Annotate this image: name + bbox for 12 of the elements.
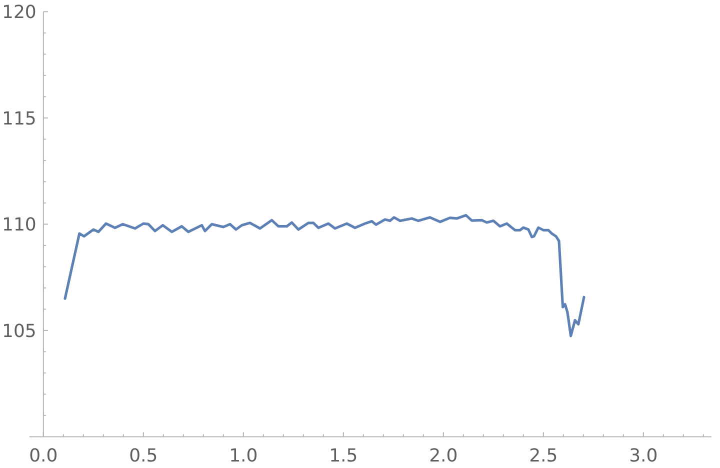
x-tick-label: 1.5	[329, 446, 358, 467]
y-tick-label: 120	[2, 2, 36, 24]
y-tick-label: 115	[2, 108, 36, 130]
x-tick-label: 2.5	[529, 446, 558, 467]
x-tick-label: 1.0	[229, 446, 258, 467]
x-tick-label: 0.0	[29, 446, 58, 467]
x-tick-label: 3.0	[629, 446, 658, 467]
y-tick-label: 105	[2, 320, 36, 342]
line-series	[64, 214, 586, 338]
x-tick-label: 2.0	[429, 446, 458, 467]
y-tick-label: 110	[2, 214, 36, 236]
x-tick-label: 0.5	[129, 446, 158, 467]
